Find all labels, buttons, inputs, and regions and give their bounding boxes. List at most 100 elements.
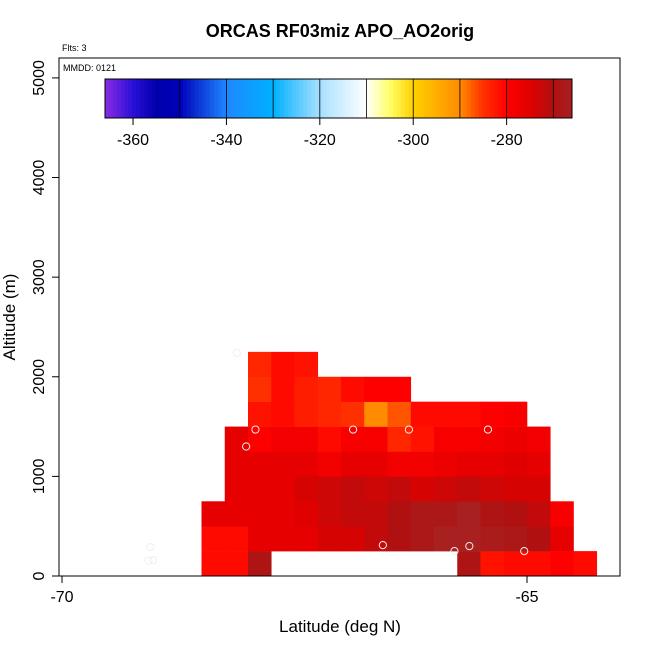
colorbar-segment (311, 79, 316, 118)
colorbar-segment (556, 79, 561, 118)
colorbar-segment (330, 79, 336, 118)
sample-marker (483, 425, 493, 434)
colorbar-segment (167, 79, 172, 118)
colorbar-segment (385, 79, 390, 118)
colorbar-segment (459, 79, 464, 118)
colorbar-segment (229, 79, 234, 118)
heatmap-cell (410, 526, 435, 552)
heatmap-cell (248, 526, 272, 552)
colorbar-segment (463, 79, 468, 118)
y-tick-label: 0 (31, 571, 48, 580)
colorbar-segment (108, 79, 114, 118)
heatmap-cell (503, 451, 528, 477)
heatmap-cell (201, 501, 226, 527)
sample-marker (465, 542, 474, 551)
colorbar-segment (373, 79, 378, 118)
colorbar-segment (564, 79, 569, 118)
heatmap-cell (457, 551, 481, 577)
colorbar-segment (322, 79, 328, 118)
heatmap-cell (480, 526, 505, 552)
colorbar-segment (470, 79, 476, 118)
colorbar-segment (505, 79, 511, 118)
heatmap-cell (387, 526, 412, 552)
colorbar-segment (490, 79, 495, 118)
heatmap-cell (317, 476, 342, 502)
colorbar-segment (533, 79, 538, 118)
heatmap-cell (527, 476, 551, 502)
sample-marker (232, 348, 241, 357)
heatmap-cell (364, 426, 388, 452)
heatmap-cell (294, 451, 319, 477)
sample-marker (450, 547, 459, 556)
heatmap-cell (434, 501, 458, 527)
colorbar-segment (474, 79, 479, 118)
heatmap-cell (457, 526, 481, 552)
heatmap-cell (410, 501, 435, 527)
heatmap-cell (271, 426, 295, 452)
colorbar-segment (548, 79, 553, 118)
colorbar-segment (163, 79, 168, 118)
heatmap-cell (201, 551, 226, 577)
colorbar-segment (482, 79, 487, 118)
heatmap-cell (317, 401, 342, 427)
heatmap-cell (550, 551, 574, 577)
colorbar-segment (369, 79, 374, 118)
colorbar-segment (276, 79, 281, 118)
colorbar-segment (338, 79, 343, 118)
x-tick-label: -65 (515, 589, 538, 606)
heatmap-cell (364, 501, 388, 527)
heatmap-cell (434, 526, 458, 552)
sample-marker (404, 425, 413, 434)
heatmap-cell (480, 501, 505, 527)
colorbar-segment (120, 79, 125, 118)
colorbar-segment (416, 79, 421, 118)
heatmap-cell (550, 526, 574, 552)
heatmap-cell (271, 376, 295, 402)
heatmap-cell (364, 476, 388, 502)
colorbar-segment (112, 79, 118, 118)
colorbar-segment (361, 79, 367, 118)
heatmap-cell (434, 401, 458, 427)
colorbar-segment (194, 79, 199, 118)
heatmap-cell (224, 526, 249, 552)
heatmap-cell (341, 501, 365, 527)
heatmap-cell (480, 476, 505, 502)
colorbar-segment (540, 79, 546, 118)
heatmap-cell (317, 451, 342, 477)
heatmap-cell (434, 451, 458, 477)
x-axis: -70 -65 (50, 576, 539, 606)
colorbar-segment (389, 79, 394, 118)
colorbar-segment (377, 79, 382, 118)
colorbar-segment (151, 79, 156, 118)
heatmap-cell (341, 401, 365, 427)
colorbar-segment (206, 79, 211, 118)
colorbar-segment (280, 79, 285, 118)
colorbar-frame (104, 78, 573, 119)
sample-marker (149, 555, 158, 565)
heatmap-cell (294, 401, 319, 427)
sample-marker (146, 543, 155, 552)
heatmap-cell (294, 351, 319, 378)
heatmap-cell (294, 426, 319, 452)
colorbar-segment (494, 79, 499, 118)
colorbar-segment (136, 79, 141, 118)
heatmap-cell (224, 426, 249, 452)
colorbar-tick-label: -280 (491, 132, 523, 149)
colorbar-segment (404, 79, 409, 118)
colorbar-segment (143, 79, 149, 118)
colorbar-segment (175, 79, 180, 118)
flights-annotation: Flts: 3 (62, 43, 87, 53)
heatmap-cell (248, 401, 272, 427)
y-axis-label: Altitude (m) (0, 274, 19, 361)
colorbar-segment (326, 79, 332, 118)
sample-markers (144, 348, 529, 565)
heatmap-cell (271, 526, 295, 552)
colorbar-segment (248, 79, 254, 118)
colorbar-segment (287, 79, 293, 118)
heatmap-cell (503, 476, 528, 502)
colorbar-segment (225, 79, 230, 118)
colorbar-segment (365, 79, 371, 118)
colorbar-segment (346, 79, 351, 118)
colorbar-segment (128, 79, 133, 118)
colorbar-segment (408, 79, 413, 118)
